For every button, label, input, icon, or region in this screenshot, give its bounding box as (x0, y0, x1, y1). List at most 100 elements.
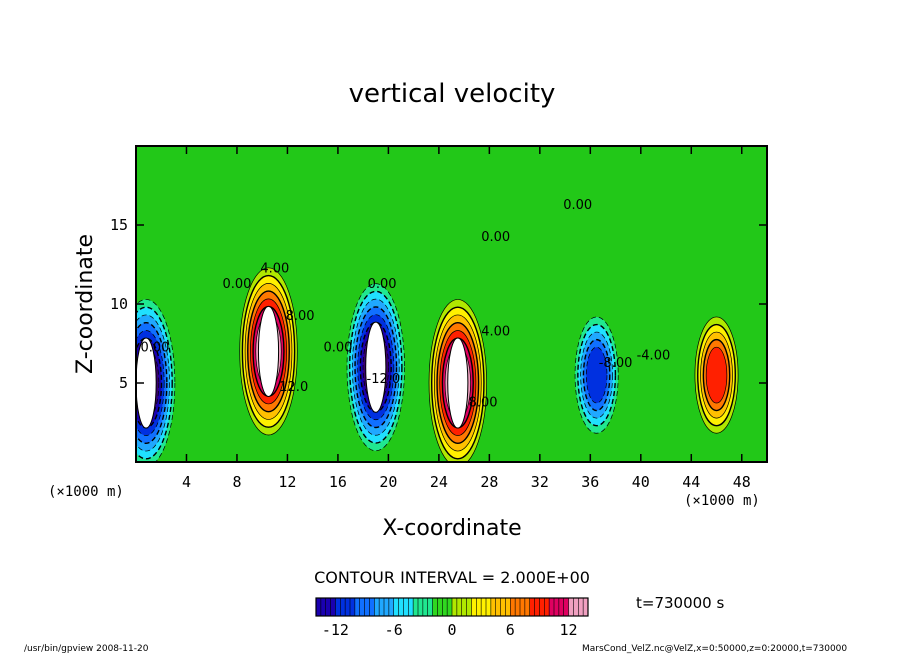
colorbar-segment (520, 598, 526, 616)
colorbar-segment (354, 598, 361, 616)
colorbar-segment (364, 598, 370, 616)
colorbar-segment (510, 598, 516, 616)
x-tick-label: 4 (182, 473, 191, 491)
extremum-core (257, 305, 280, 397)
colorbar-segment (345, 598, 351, 616)
footer-right: MarsCond_VelZ.nc@VelZ,x=0:50000,z=0:2000… (582, 644, 847, 654)
x-axis: 4 8 12 16 20 24 28 32 36 40 44 48 (182, 146, 751, 491)
colorbar-segment (573, 598, 579, 616)
colorbar-segment (524, 598, 531, 616)
colorbar-segment (447, 598, 453, 616)
x-tick-label: 32 (531, 473, 549, 491)
colorbar-segment (393, 598, 399, 616)
colorbar-segment (461, 598, 467, 616)
colorbar-segment (340, 598, 346, 616)
colorbar-segment (495, 598, 501, 616)
contour-label: 8.00 (286, 309, 315, 324)
colorbar-tick-label: 6 (506, 621, 515, 639)
colorbar-segment (330, 598, 336, 616)
colorbar-segment (413, 598, 419, 616)
x-tick-label: 36 (581, 473, 599, 491)
contour-labels: 0.00 4.00 8.00 12.0 0.00 0.00 -12.0 4.00 8.00 0.0… (140, 198, 670, 411)
contour-label: 0.00 (140, 340, 169, 355)
colorbar-segment (369, 598, 375, 616)
colorbar-segment (578, 598, 584, 616)
chart-title: vertical velocity (349, 79, 556, 109)
colorbar-segment (563, 598, 569, 616)
y-tick-label: 10 (110, 295, 128, 313)
colorbar-segment (427, 598, 433, 616)
x-tick-label: 40 (632, 473, 650, 491)
colorbar-segment (432, 598, 438, 616)
time-label: t=730000 s (636, 594, 724, 612)
contour-label: 4.00 (481, 325, 510, 340)
colorbar-segment (486, 598, 492, 616)
colorbar-segment (544, 598, 550, 616)
extremum-core (365, 321, 387, 413)
contour-label: -8.00 (599, 356, 633, 371)
colorbar-tick-label: -6 (385, 621, 403, 639)
colorbar (315, 597, 589, 617)
contour-band (705, 346, 728, 404)
colorbar-segment (476, 598, 482, 616)
x-tick-label: 8 (232, 473, 241, 491)
colorbar-segment (554, 598, 560, 616)
x-tick-label: 44 (682, 473, 700, 491)
colorbar-segment (568, 598, 574, 616)
contour-label: 0.00 (481, 230, 510, 245)
x-tick-label: 28 (480, 473, 498, 491)
y-tick-label: 5 (119, 374, 128, 392)
contour-band (585, 346, 608, 404)
colorbar-segment (583, 598, 589, 616)
colorbar-segment (558, 598, 565, 616)
contour-label: 12.0 (279, 380, 308, 395)
colorbar-segment (456, 598, 463, 616)
contour-label: 0.00 (323, 340, 352, 355)
contour-label: -12.0 (367, 372, 401, 387)
y-axis: 5 10 15 (110, 216, 767, 392)
colorbar-segment (418, 598, 424, 616)
colorbar-segment (505, 598, 511, 616)
footer-left: /usr/bin/gpview 2008-11-20 (24, 644, 149, 654)
x-tick-label: 20 (379, 473, 397, 491)
contour-label: 8.00 (469, 396, 498, 411)
x-unit-label-right: (×1000 m) (684, 493, 760, 509)
colorbar-segment (335, 598, 341, 616)
y-tick-label: 15 (110, 216, 128, 234)
x-tick-label: 16 (329, 473, 347, 491)
colorbar-segment (379, 598, 385, 616)
colorbar-segment (374, 598, 380, 616)
colorbar-frame (315, 597, 589, 617)
colorbar-segment (490, 598, 497, 616)
colorbar-segment (437, 598, 443, 616)
colorbar-segment (388, 598, 395, 616)
colorbar-segment (452, 598, 458, 616)
colorbar-segment (408, 598, 414, 616)
colorbar-segment (325, 598, 331, 616)
colorbar-segment (384, 598, 390, 616)
contour-label: -4.00 (637, 348, 671, 363)
colorbar-segment (471, 598, 477, 616)
colorbar-segment (466, 598, 472, 616)
colorbar-segment (500, 598, 506, 616)
colorbar-tick-label: -12 (322, 621, 349, 639)
colorbar-segment (539, 598, 545, 616)
contour-label: 4.00 (260, 261, 289, 276)
contour-label: 0.00 (563, 198, 592, 213)
x-unit-label-left: (×1000 m) (48, 484, 124, 500)
plot-area: 0.00 4.00 8.00 12.0 0.00 0.00 -12.0 4.00 8.00 0.0… (135, 145, 768, 463)
colorbar-tick-label: 12 (560, 621, 578, 639)
colorbar-segment (359, 598, 365, 616)
colorbar-segment (481, 598, 487, 616)
x-axis-label: X-coordinate (382, 516, 521, 541)
colorbar-segment (442, 598, 448, 616)
colorbar-segment (316, 598, 322, 616)
colorbar-ticks: -12 -6 0 6 12 (322, 621, 578, 639)
colorbar-segment (515, 598, 521, 616)
contour-interval-label: CONTOUR INTERVAL = 2.000E+00 (314, 568, 590, 587)
contour-label: 0.00 (222, 277, 251, 292)
colorbar-tick-label: 0 (447, 621, 456, 639)
x-tick-label: 12 (278, 473, 296, 491)
colorbar-segment (549, 598, 555, 616)
